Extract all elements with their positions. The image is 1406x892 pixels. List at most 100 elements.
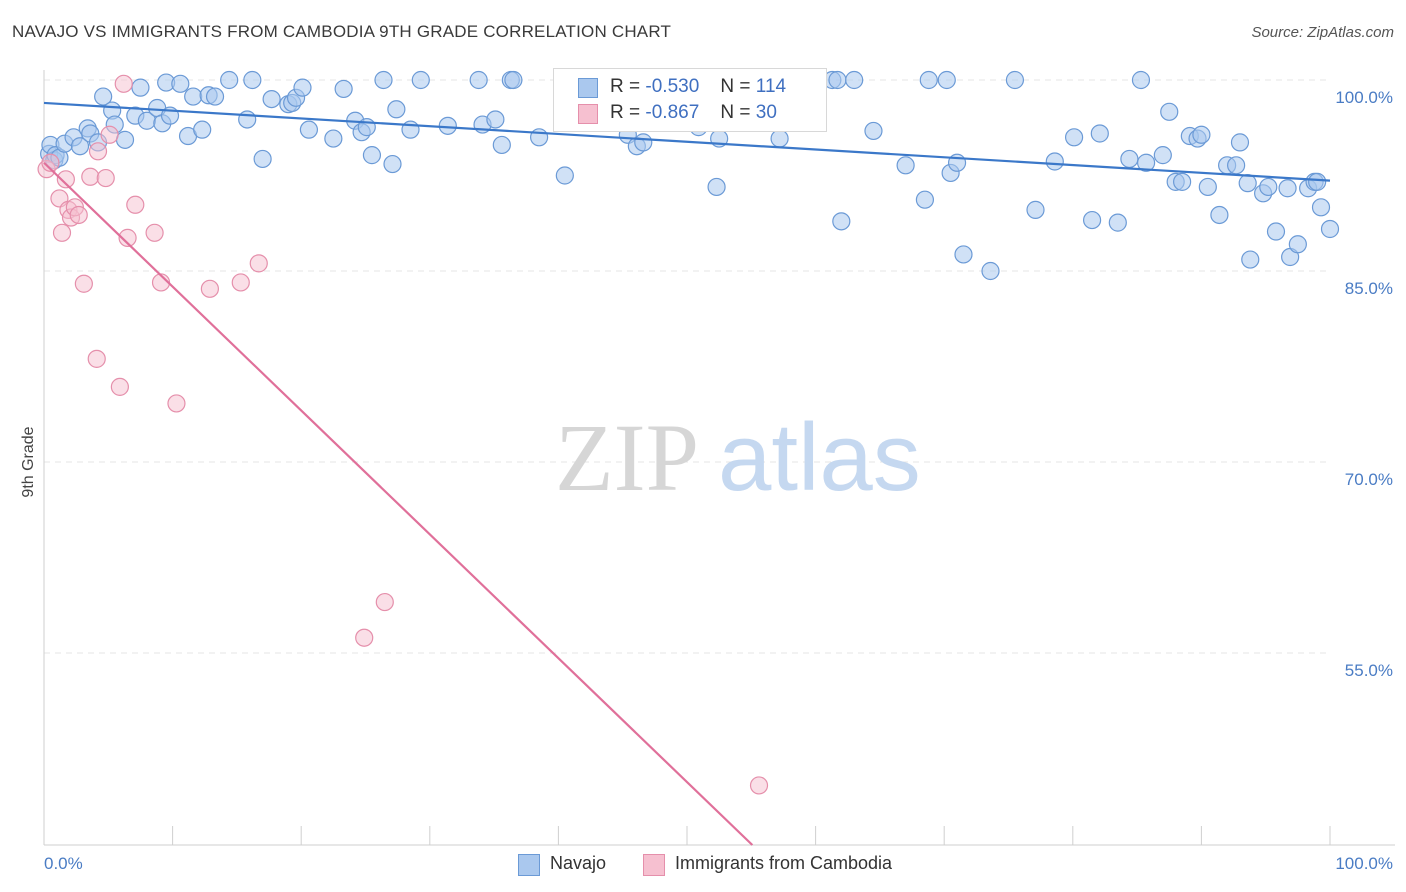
navajo-point bbox=[1198, 177, 1217, 197]
navajo-point bbox=[193, 120, 212, 139]
cambodia-point bbox=[126, 195, 145, 214]
y-tick-label: 85.0% bbox=[1345, 279, 1393, 298]
cambodia-point bbox=[110, 377, 129, 396]
navajo-point bbox=[1288, 235, 1307, 254]
navajo-point bbox=[915, 190, 935, 209]
bottom-legend-label: Immigrants from Cambodia bbox=[675, 853, 893, 873]
navajo-point bbox=[220, 70, 239, 90]
navajo-point bbox=[1131, 70, 1151, 90]
navajo-point bbox=[1308, 172, 1327, 191]
navajo-point bbox=[1259, 177, 1278, 197]
navajo-point bbox=[131, 78, 150, 97]
cambodia-point bbox=[231, 273, 250, 292]
navajo-point bbox=[864, 121, 883, 141]
y-axis-label: 9th Grade bbox=[20, 426, 37, 497]
navajo-point bbox=[1005, 70, 1025, 90]
watermark-zip: ZIP bbox=[555, 404, 699, 511]
navajo-point bbox=[438, 116, 457, 135]
legend-r-label: R = bbox=[610, 76, 641, 97]
navajo-point bbox=[1045, 152, 1064, 171]
watermark: ZIP atlas bbox=[555, 404, 921, 511]
navajo-point bbox=[184, 87, 203, 106]
navajo-point bbox=[896, 156, 915, 175]
navajo-point bbox=[1137, 153, 1156, 172]
navajo-point bbox=[1160, 102, 1179, 121]
navajo-point bbox=[334, 79, 353, 99]
navajo-point bbox=[1230, 133, 1250, 152]
source-label: Source: ZipAtlas.com bbox=[1251, 24, 1394, 41]
navajo-point bbox=[205, 87, 225, 106]
navajo-point bbox=[469, 70, 488, 90]
navajo-point bbox=[374, 70, 393, 90]
navajo-point bbox=[1238, 174, 1257, 193]
grid-lines bbox=[44, 79, 1330, 654]
navajo-point bbox=[293, 78, 312, 97]
navajo-swatch bbox=[578, 78, 598, 98]
cambodia-point bbox=[56, 170, 75, 189]
navajo-point bbox=[1311, 198, 1331, 217]
y-tick-label: 55.0% bbox=[1345, 661, 1393, 680]
navajo-point bbox=[1241, 250, 1260, 269]
cambodia-point bbox=[249, 254, 268, 273]
cambodia-point bbox=[200, 279, 219, 298]
cambodia-point bbox=[87, 349, 106, 368]
navajo-point bbox=[1026, 200, 1045, 219]
y-tick-labels: 100.0% 85.0% 70.0% 55.0% bbox=[1335, 88, 1393, 680]
navajo-swatch bbox=[518, 854, 540, 876]
navajo-point bbox=[530, 128, 549, 147]
cambodia-point bbox=[375, 592, 394, 612]
navajo-point bbox=[262, 89, 281, 109]
navajo-point bbox=[937, 70, 956, 90]
cambodia-point bbox=[52, 223, 72, 242]
legend-r-value: -0.867 bbox=[645, 102, 700, 123]
navajo-point bbox=[1227, 156, 1246, 175]
navajo-point bbox=[555, 166, 574, 185]
navajo-point bbox=[492, 135, 511, 155]
navajo-point bbox=[115, 130, 135, 149]
navajo-point bbox=[634, 133, 653, 152]
navajo-point bbox=[954, 245, 973, 264]
cambodia-point bbox=[118, 228, 137, 247]
cambodia-point bbox=[69, 205, 88, 225]
navajo-point bbox=[707, 177, 726, 197]
navajo-point bbox=[1108, 213, 1127, 232]
cambodia-swatch bbox=[578, 104, 598, 124]
navajo-point bbox=[1266, 222, 1286, 241]
navajo-point bbox=[845, 70, 864, 90]
x-tick-label: 0.0% bbox=[44, 854, 83, 873]
y-tick-label: 70.0% bbox=[1345, 470, 1393, 489]
navajo-trend-line bbox=[43, 101, 1331, 182]
navajo-point bbox=[1192, 125, 1211, 144]
navajo-point bbox=[919, 70, 938, 90]
cambodia-point bbox=[355, 628, 374, 647]
bottom-legend-label: Navajo bbox=[550, 853, 607, 873]
cambodia-point bbox=[96, 168, 115, 188]
y-tick-label: 100.0% bbox=[1335, 88, 1393, 107]
legend-n-value: 114 bbox=[755, 76, 787, 97]
axes bbox=[43, 70, 1395, 846]
navajo-point bbox=[253, 149, 272, 169]
navajo-point bbox=[324, 129, 343, 148]
cambodia-point bbox=[41, 153, 60, 172]
cambodia-point bbox=[74, 274, 93, 293]
navajo-point bbox=[981, 261, 1000, 281]
x-tick-label: 100.0% bbox=[1335, 854, 1393, 873]
navajo-point bbox=[486, 110, 505, 129]
navajo-point bbox=[171, 74, 190, 93]
navajo-point bbox=[832, 212, 851, 231]
navajo-point bbox=[243, 70, 262, 90]
navajo-point bbox=[94, 87, 113, 106]
navajo-point bbox=[1210, 205, 1229, 225]
cambodia-point bbox=[88, 142, 108, 161]
navajo-point bbox=[1173, 172, 1192, 191]
navajo-point bbox=[411, 70, 430, 90]
navajo-point bbox=[828, 70, 847, 90]
navajo-point bbox=[1082, 210, 1102, 230]
navajo-point bbox=[1320, 219, 1340, 239]
navajo-point bbox=[238, 110, 257, 129]
navajo-point bbox=[299, 120, 319, 139]
stats-legend: R = -0.530 N = 114 R = -0.867 N = 30 bbox=[553, 68, 827, 132]
cambodia-point bbox=[81, 167, 100, 186]
navajo-point bbox=[70, 137, 90, 156]
